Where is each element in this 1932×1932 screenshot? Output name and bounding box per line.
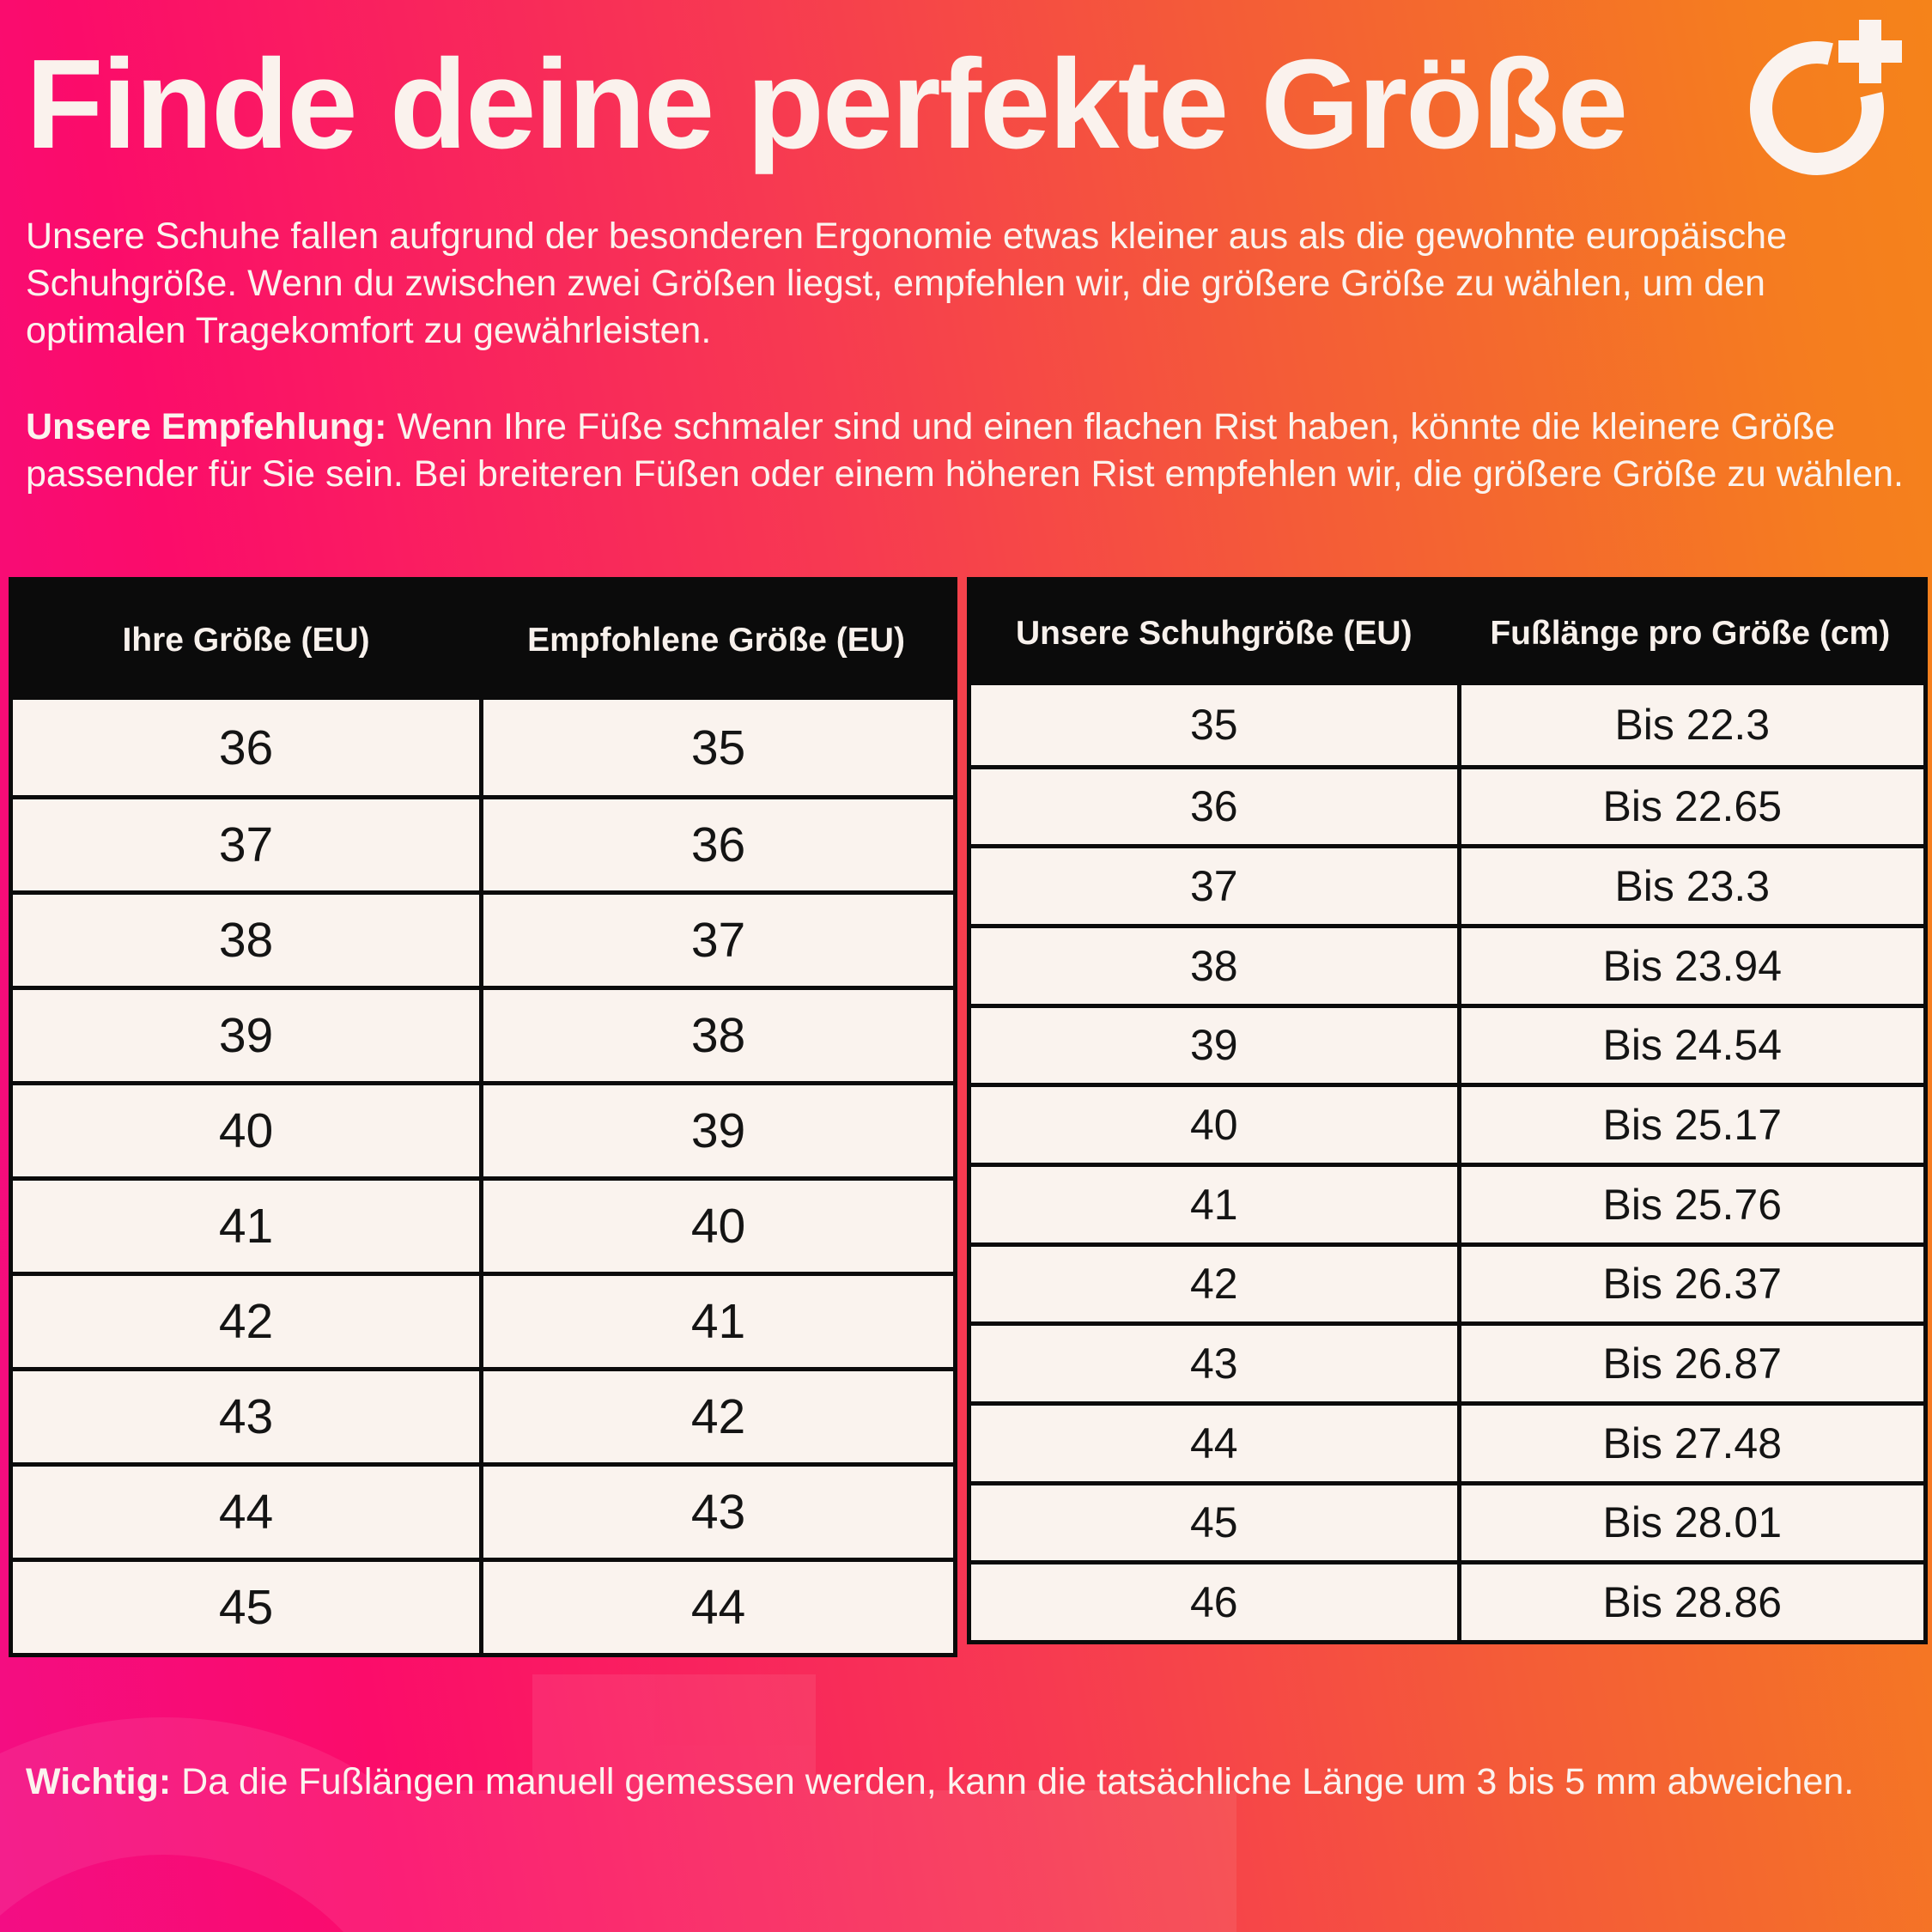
table-row: 44 Bis 27.48 xyxy=(971,1400,1923,1481)
table-cell: 37 xyxy=(479,895,953,986)
footnote: Wichtig: Da die Fußlängen manuell gemess… xyxy=(26,1757,1868,1807)
table-row: 37 Bis 23.3 xyxy=(971,844,1923,924)
table-header-row: Unsere Schuhgröße (EU) Fußlänge pro Größ… xyxy=(971,581,1923,685)
table-cell: Bis 25.76 xyxy=(1456,1166,1923,1242)
table-cell: Bis 24.54 xyxy=(1456,1007,1923,1084)
table-cell: 44 xyxy=(479,1562,953,1653)
table-cell: 39 xyxy=(218,1008,274,1063)
table-cell: 40 xyxy=(218,1103,274,1158)
table-cell: 45 xyxy=(1189,1498,1238,1547)
table-body: 35 Bis 22.3 36 Bis 22.65 37 Bis 23.3 38 Bis 23.… xyxy=(971,685,1923,1640)
footnote-text: Da die Fußlängen manuell gemessen werden… xyxy=(171,1761,1855,1802)
footnote-lead: Wichtig: xyxy=(26,1761,172,1802)
table-cell: Bis 28.01 xyxy=(1456,1485,1923,1561)
table-cell: 38 xyxy=(479,990,953,1081)
table-cell: 43 xyxy=(1189,1340,1238,1388)
table-row: 41 40 xyxy=(13,1176,953,1272)
table-row: 38 37 xyxy=(13,890,953,986)
table-body: 36 35 37 36 38 37 39 38 40 39 41 40 42 41 43 42 44 43 45 44 xyxy=(13,700,953,1653)
table-cell: 41 xyxy=(218,1199,274,1254)
table-cell: 43 xyxy=(218,1389,274,1444)
table-row: 45 Bis 28.01 xyxy=(971,1480,1923,1561)
table-cell: Bis 22.3 xyxy=(1456,685,1923,765)
intro-paragraph: Unsere Schuhe fallen aufgrund der besond… xyxy=(26,213,1911,355)
size-conversion-table: Ihre Größe (EU) Empfohlene Größe (EU) 36… xyxy=(9,577,957,1657)
recommendation-text: Wenn Ihre Füße schmaler sind und einen f… xyxy=(26,406,1904,495)
recommendation-paragraph: Unsere Empfehlung: Wenn Ihre Füße schmal… xyxy=(26,404,1911,498)
table-cell: 38 xyxy=(1189,941,1238,990)
table-cell: Bis 23.3 xyxy=(1456,848,1923,924)
table-row: 46 Bis 28.86 xyxy=(971,1560,1923,1640)
table-cell: 41 xyxy=(479,1276,953,1367)
table-row: 43 42 xyxy=(13,1367,953,1462)
table-cell: Bis 22.65 xyxy=(1456,769,1923,845)
table-cell: Bis 23.94 xyxy=(1456,927,1923,1004)
intro-text: Unsere Schuhe fallen aufgrund der besond… xyxy=(26,216,1787,351)
table-cell: 46 xyxy=(1189,1578,1238,1627)
tables-section: Ihre Größe (EU) Empfohlene Größe (EU) 36… xyxy=(9,577,1928,1657)
table-cell: Bis 27.48 xyxy=(1456,1405,1923,1481)
table-row: 38 Bis 23.94 xyxy=(971,923,1923,1004)
table-row: 42 41 xyxy=(13,1272,953,1367)
table-row: 43 Bis 26.87 xyxy=(971,1321,1923,1401)
table-cell: 41 xyxy=(1189,1180,1238,1229)
table-cell: 42 xyxy=(479,1371,953,1462)
table-cell: 40 xyxy=(479,1181,953,1272)
table-row: 41 Bis 25.76 xyxy=(971,1162,1923,1242)
table-cell: 38 xyxy=(218,913,274,968)
table-row: 39 38 xyxy=(13,986,953,1081)
table-cell: 35 xyxy=(1189,701,1238,750)
table-row: 40 39 xyxy=(13,1081,953,1176)
table-cell: 40 xyxy=(1189,1101,1238,1150)
table-cell: 44 xyxy=(218,1485,274,1540)
table-row: 36 35 xyxy=(13,700,953,795)
table-header-row: Ihre Größe (EU) Empfohlene Größe (EU) xyxy=(13,581,953,700)
table-cell: 36 xyxy=(479,799,953,890)
table-row: 36 Bis 22.65 xyxy=(971,764,1923,845)
table-cell: 36 xyxy=(218,720,274,775)
column-header-our-shoe-size: Unsere Schuhgröße (EU) xyxy=(1016,614,1413,652)
table-cell: 37 xyxy=(218,817,274,872)
table-cell: Bis 26.37 xyxy=(1456,1246,1923,1322)
table-row: 44 43 xyxy=(13,1462,953,1558)
page-title: Finde deine perfekte Größe xyxy=(26,33,1628,175)
table-cell: 42 xyxy=(1189,1260,1238,1309)
table-cell: 42 xyxy=(218,1294,274,1349)
table-cell: 37 xyxy=(1189,862,1238,911)
table-cell: 35 xyxy=(479,700,953,795)
table-cell: 36 xyxy=(1189,782,1238,831)
table-row: 45 44 xyxy=(13,1558,953,1653)
table-row: 37 36 xyxy=(13,795,953,890)
circle-plus-logo-icon xyxy=(1750,20,1902,175)
table-cell: Bis 28.86 xyxy=(1456,1564,1923,1640)
column-header-recommended-size: Empfohlene Größe (EU) xyxy=(527,622,905,659)
table-row: 35 Bis 22.3 xyxy=(971,685,1923,765)
column-header-foot-length: Fußlänge pro Größe (cm) xyxy=(1490,614,1891,652)
table-cell: Bis 25.17 xyxy=(1456,1087,1923,1163)
table-cell: 43 xyxy=(479,1467,953,1558)
table-row: 40 Bis 25.17 xyxy=(971,1083,1923,1163)
table-row: 39 Bis 24.54 xyxy=(971,1003,1923,1084)
table-cell: Bis 26.87 xyxy=(1456,1326,1923,1401)
table-row: 42 Bis 26.37 xyxy=(971,1242,1923,1322)
table-cell: 39 xyxy=(1189,1021,1238,1070)
foot-length-table: Unsere Schuhgröße (EU) Fußlänge pro Größ… xyxy=(967,577,1928,1644)
table-cell: 45 xyxy=(218,1580,274,1635)
table-cell: 39 xyxy=(479,1085,953,1176)
recommendation-lead: Unsere Empfehlung: xyxy=(26,406,387,447)
column-header-your-size: Ihre Größe (EU) xyxy=(122,622,370,659)
table-cell: 44 xyxy=(1189,1419,1238,1467)
